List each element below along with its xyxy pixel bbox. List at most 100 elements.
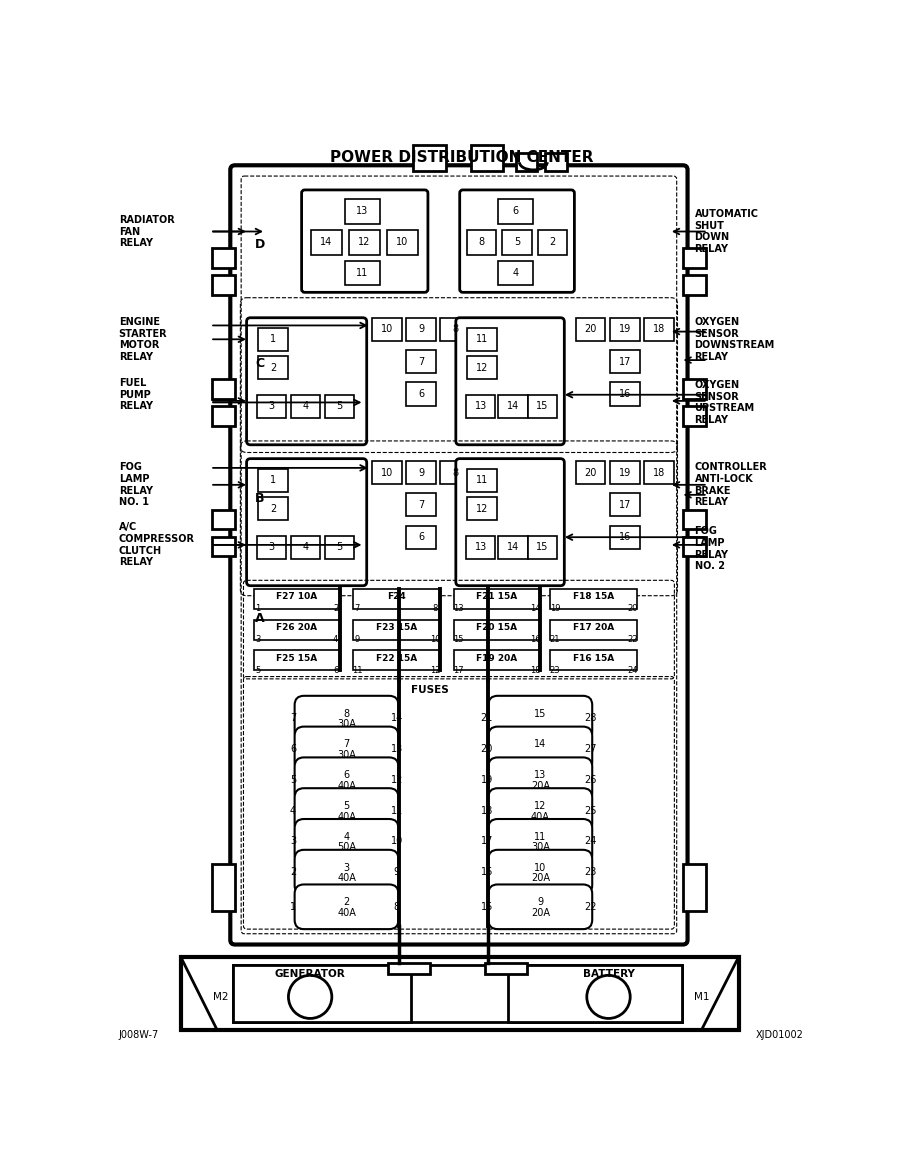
Text: 23: 23 <box>550 666 561 675</box>
Bar <box>528 536 557 559</box>
Text: 22: 22 <box>627 635 638 645</box>
Text: 18: 18 <box>481 805 493 816</box>
FancyBboxPatch shape <box>294 789 399 833</box>
Text: 12: 12 <box>534 800 546 811</box>
Text: 40A: 40A <box>338 908 356 918</box>
Bar <box>254 588 340 608</box>
FancyBboxPatch shape <box>489 789 592 833</box>
Bar <box>454 650 540 670</box>
Bar <box>576 318 606 341</box>
Text: ENGINE
STARTER
MOTOR
RELAY: ENGINE STARTER MOTOR RELAY <box>119 316 167 362</box>
Text: 18: 18 <box>652 468 665 477</box>
Bar <box>212 407 235 425</box>
Text: 1: 1 <box>270 475 276 485</box>
Text: 26: 26 <box>584 775 597 785</box>
Text: 15: 15 <box>536 401 549 411</box>
Text: 2: 2 <box>550 237 556 247</box>
Text: 28: 28 <box>584 713 597 723</box>
Text: A: A <box>255 612 265 625</box>
Text: 8: 8 <box>478 237 484 247</box>
Text: 16: 16 <box>618 389 631 398</box>
Text: J008W-7: J008W-7 <box>119 1030 159 1041</box>
Bar <box>551 588 637 608</box>
Bar <box>683 510 706 530</box>
FancyBboxPatch shape <box>294 727 399 771</box>
Text: 12: 12 <box>358 237 371 247</box>
Bar <box>353 620 439 640</box>
Bar <box>499 260 534 286</box>
Bar <box>610 382 640 406</box>
Bar <box>258 328 288 350</box>
Text: 11: 11 <box>352 666 363 675</box>
Bar <box>484 963 527 974</box>
Bar <box>683 865 706 911</box>
Text: 4: 4 <box>302 543 309 552</box>
Text: F17 20A: F17 20A <box>573 622 615 632</box>
Bar <box>258 469 288 492</box>
Text: 3: 3 <box>268 401 274 411</box>
Text: F21 15A: F21 15A <box>476 592 518 601</box>
Text: 17: 17 <box>453 666 464 675</box>
Text: 5: 5 <box>290 775 296 785</box>
Text: 2: 2 <box>290 867 296 877</box>
Text: 24: 24 <box>584 837 597 846</box>
Bar <box>502 230 532 254</box>
Text: 16: 16 <box>530 635 541 645</box>
Text: F20 15A: F20 15A <box>476 622 518 632</box>
Text: 20: 20 <box>627 605 638 613</box>
Bar <box>610 525 640 548</box>
Bar <box>291 395 320 418</box>
Text: 5: 5 <box>256 666 261 675</box>
FancyBboxPatch shape <box>489 819 592 864</box>
Text: F22 15A: F22 15A <box>375 654 417 662</box>
Text: 50A: 50A <box>337 843 356 852</box>
FancyBboxPatch shape <box>489 696 592 741</box>
Bar <box>212 248 235 267</box>
Text: 1: 1 <box>290 901 296 912</box>
Text: 4: 4 <box>290 805 296 816</box>
Bar <box>683 275 706 294</box>
Bar <box>466 536 495 559</box>
Bar <box>466 395 495 418</box>
FancyBboxPatch shape <box>455 318 564 445</box>
Bar <box>454 588 540 608</box>
Polygon shape <box>181 956 217 1030</box>
Text: 7: 7 <box>418 499 424 510</box>
Text: OXYGEN
SENSOR
DOWNSTREAM
RELAY: OXYGEN SENSOR DOWNSTREAM RELAY <box>695 316 775 362</box>
Text: 1: 1 <box>270 334 276 345</box>
Bar <box>212 865 235 911</box>
Text: F27 10A: F27 10A <box>276 592 318 601</box>
Bar <box>345 260 380 286</box>
Bar <box>538 230 567 254</box>
Text: 15: 15 <box>453 635 464 645</box>
Text: 11: 11 <box>476 475 489 485</box>
Bar <box>471 145 503 171</box>
Text: XJD01002: XJD01002 <box>756 1030 804 1041</box>
Text: 11: 11 <box>476 334 489 345</box>
Bar <box>349 230 380 254</box>
FancyBboxPatch shape <box>294 819 399 864</box>
Text: 5: 5 <box>514 237 520 247</box>
FancyBboxPatch shape <box>294 850 399 894</box>
Text: 13: 13 <box>356 206 368 217</box>
Text: AUTOMATIC
SHUT
DOWN
RELAY: AUTOMATIC SHUT DOWN RELAY <box>695 209 759 254</box>
FancyBboxPatch shape <box>230 165 688 945</box>
Text: F25 15A: F25 15A <box>276 654 318 662</box>
Text: D: D <box>255 238 265 251</box>
Bar <box>508 965 682 1022</box>
FancyBboxPatch shape <box>294 757 399 802</box>
Text: 3: 3 <box>268 543 274 552</box>
Text: 9: 9 <box>418 325 424 334</box>
Text: 7: 7 <box>344 740 350 749</box>
Text: 10: 10 <box>535 863 546 872</box>
Bar <box>528 395 557 418</box>
Bar <box>440 461 470 484</box>
FancyBboxPatch shape <box>247 458 366 586</box>
Text: F24: F24 <box>387 592 406 601</box>
Text: 19: 19 <box>550 605 561 613</box>
Text: 8: 8 <box>394 901 400 912</box>
Text: 13: 13 <box>391 744 403 754</box>
Text: 12: 12 <box>429 666 440 675</box>
Bar <box>254 650 340 670</box>
Bar <box>325 395 355 418</box>
